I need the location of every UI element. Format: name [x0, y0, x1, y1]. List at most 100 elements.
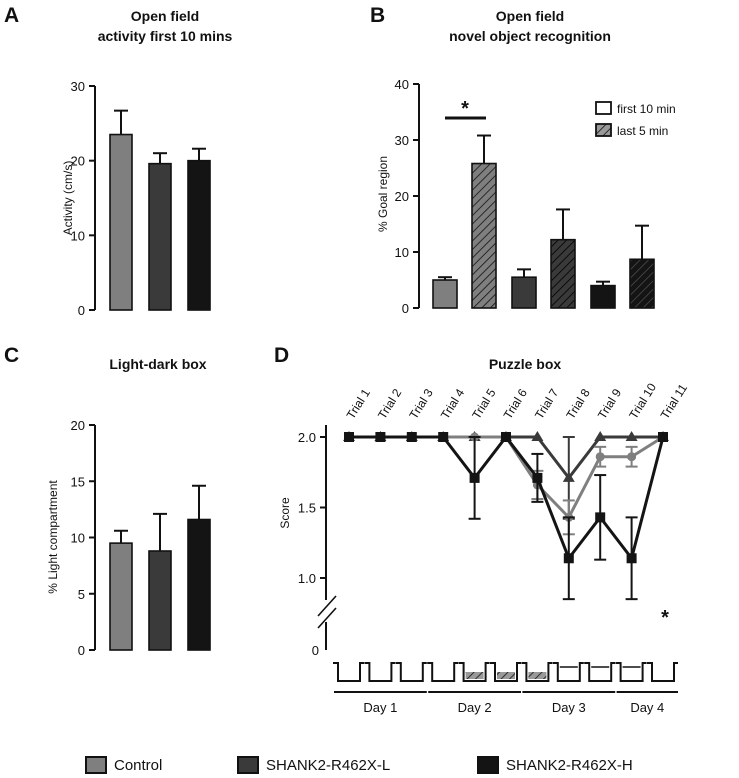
panel-d-marker [658, 432, 668, 442]
panel-d-series-line [349, 434, 665, 562]
panel-b-bar [629, 258, 655, 309]
panel-d-trial-label: Trial 8 [563, 386, 592, 422]
legend-swatch-shank-h [477, 756, 499, 774]
panel-d-ytick-zero: 0 [312, 643, 319, 658]
panel-d-ytick-label: 1.5 [298, 501, 316, 516]
panel-d-day-label: Day 4 [630, 700, 664, 715]
panel-b-bars [432, 134, 655, 309]
panel-d-marker [531, 431, 544, 441]
panel-c-bar [148, 550, 172, 651]
panel-d-ytick-label: 2.0 [298, 430, 316, 445]
panel-c: C Light-dark box % Light compartment 0 5 1… [4, 344, 211, 658]
legend-label-shank-h: SHANK2-R462X-H [506, 756, 633, 774]
panel-a-ylabel: Activity (cm/s) [61, 161, 75, 236]
legend-item-shank-l: SHANK2-R462X-L [237, 752, 390, 778]
panel-d-marker [469, 472, 480, 483]
panel-d: D Puzzle box Score 0 1.01.52.0 Trial 1 Tr… [274, 344, 690, 715]
panel-b-ytick-label: 20 [395, 189, 409, 204]
panel-c-ytick-label: 5 [78, 587, 85, 602]
panel-d-box-icon [427, 662, 459, 682]
panel-b-ytick-label: 40 [395, 77, 409, 92]
panel-d-marker [563, 553, 574, 564]
panel-d-series-line [349, 435, 664, 520]
panel-c-bar [187, 518, 211, 651]
figure-legend: Control SHANK2-R462X-L SHANK2-R462X-H [0, 752, 739, 778]
panel-d-ytick-label: 1.0 [298, 571, 316, 586]
panel-d-marker [344, 432, 354, 442]
panel-b-bar [432, 279, 458, 309]
panel-d-significance-star: * [661, 607, 669, 629]
panel-d-box-icon [521, 662, 553, 682]
panel-d-day-label: Day 2 [458, 700, 492, 715]
panel-d-trial-label: Trial 4 [438, 386, 467, 422]
panel-d-trial-label: Trial 6 [501, 386, 530, 422]
panel-d-box-icon [647, 662, 678, 682]
panel-c-yticks: 0 5 10 15 20 [71, 418, 95, 658]
panel-a-bar [148, 162, 172, 311]
panel-d-ylabel: Score [278, 497, 292, 529]
panel-d-box-icon [584, 662, 616, 682]
panel-letter-b: B [370, 4, 385, 27]
panel-d-trial-label: Trial 11 [658, 381, 691, 421]
panel-d-trial-label: Trial 10 [626, 380, 659, 421]
legend-label-control: Control [114, 756, 163, 774]
panel-d-box-icon [364, 662, 396, 682]
panel-d-box-icon [552, 662, 584, 682]
panel-d-trial-label: Trial 7 [532, 386, 561, 422]
legend-swatch-control [85, 756, 107, 774]
panel-d-marker [406, 432, 417, 442]
panel-d-trial-label: Trial 2 [375, 386, 404, 422]
panel-b-ylabel: % Goal region [376, 156, 390, 232]
panel-d-marker [595, 452, 605, 462]
panel-a-ytick-label: 30 [71, 79, 85, 94]
panel-letter-d: D [274, 344, 289, 367]
panel-d-yticks: 1.0 1.5 2.0 [298, 430, 326, 586]
panel-b-legend-first: first 10 min [617, 102, 676, 116]
panel-b-bar [590, 284, 616, 309]
panel-b: B Open field novel object recognition % … [370, 4, 676, 316]
panel-d-marker [627, 452, 637, 462]
panel-d-trial-label: Trial 9 [595, 386, 624, 422]
panel-b-ytick-label: 10 [395, 245, 409, 260]
panel-d-box-bedding [528, 672, 547, 679]
panel-d-trial-label: Trial 5 [469, 386, 498, 422]
panel-b-legend-swatch-last [595, 123, 612, 137]
panel-c-ylabel: % Light compartment [46, 480, 60, 594]
panel-d-title: Puzzle box [489, 356, 562, 372]
panel-d-box-icon [395, 662, 427, 682]
panel-a-bars [109, 109, 211, 311]
panel-d-axis-break-1 [317, 595, 337, 617]
panel-b-subtitle: novel object recognition [449, 28, 611, 44]
legend-swatch-shank-l [237, 756, 259, 774]
panel-d-box-bedding [465, 672, 484, 679]
panel-c-title: Light-dark box [109, 356, 206, 372]
panel-b-legend-swatch-first [595, 101, 612, 115]
panel-d-box-bedding [497, 672, 515, 679]
panel-c-bars [109, 484, 211, 651]
panel-b-ytick-label: 0 [402, 301, 409, 316]
panel-d-marker [625, 431, 638, 441]
panel-d-day-label: Day 1 [363, 700, 397, 715]
panel-c-ytick-label: 0 [78, 643, 85, 658]
panel-d-marker [626, 553, 637, 564]
panel-d-day-label: Day 3 [552, 700, 586, 715]
panel-d-marker [595, 512, 606, 523]
panel-a-yticks: 0 10 20 30 [71, 79, 95, 318]
panel-b-legend-last: last 5 min [617, 124, 668, 138]
panel-b-bar [511, 276, 537, 309]
panel-c-ytick-label: 10 [71, 531, 85, 546]
panel-b-ytick-label: 30 [395, 133, 409, 148]
panel-d-marker [594, 431, 607, 441]
panel-letter-c: C [4, 344, 19, 367]
panel-d-trial-label: Trial 1 [344, 386, 373, 422]
panel-c-bar [109, 542, 133, 651]
legend-item-shank-h: SHANK2-R462X-H [477, 752, 633, 778]
panel-d-marker [532, 472, 543, 483]
panel-d-box-icon [615, 662, 647, 682]
panel-a-title: Open field [131, 8, 199, 24]
panel-a-subtitle: activity first 10 mins [98, 28, 233, 44]
panel-b-bar [550, 238, 576, 309]
legend-item-control: Control [85, 752, 162, 778]
panel-b-bar [471, 162, 497, 309]
